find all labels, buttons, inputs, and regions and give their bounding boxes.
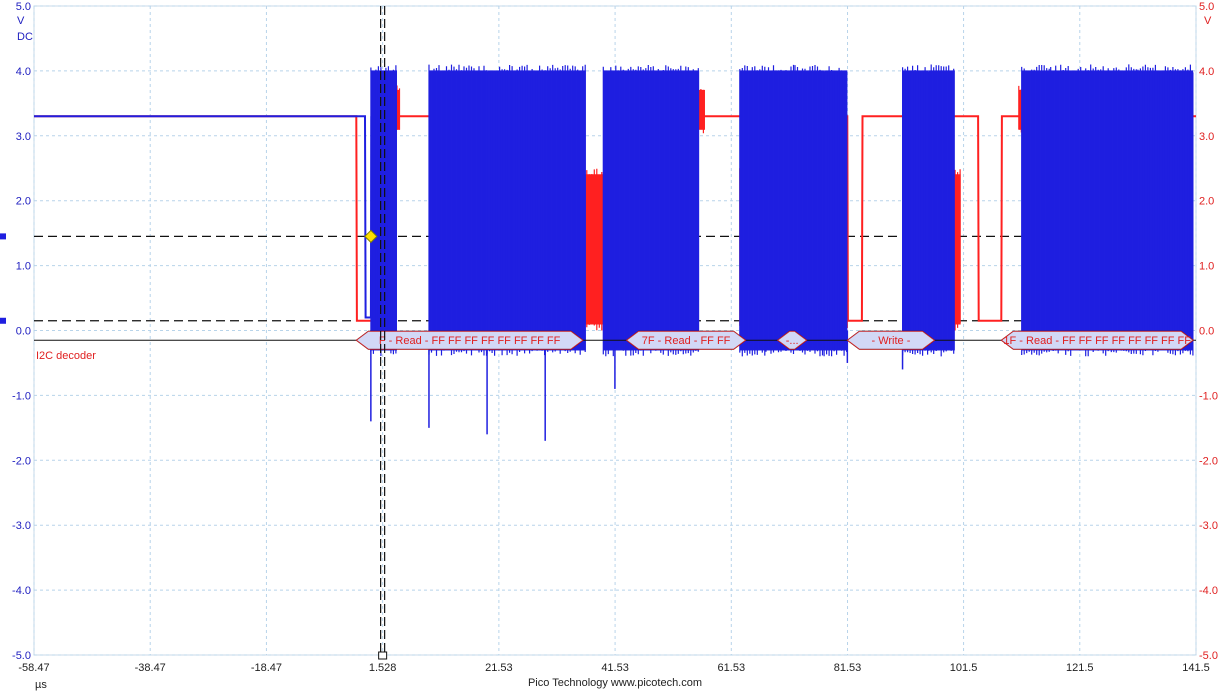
y-tick-label-left: -4.0 [12,585,31,597]
burst-block [487,70,545,350]
y-tick-label-left: -2.0 [12,455,31,467]
x-unit-label: µs [35,679,47,691]
y-tick-label-right: -3.0 [1199,520,1218,532]
x-tick-label: 61.53 [718,662,746,674]
x-tick-label: 141.5 [1182,662,1210,674]
y-tick-label-right: -5.0 [1199,650,1218,662]
right-unit-v: V [1204,15,1212,27]
y-tick-label-left: -1.0 [12,390,31,402]
x-tick-label: -18.47 [251,662,282,674]
y-tick-label-right: 2.0 [1199,196,1214,208]
series-trace [34,116,371,317]
x-tick-label: -38.47 [135,662,166,674]
y-tick-label-right: -2.0 [1199,455,1218,467]
y-tick-label-right: 1.0 [1199,261,1214,273]
y-tick-label-left: 0.0 [16,326,31,338]
y-tick-label-left: 3.0 [16,131,31,143]
y-tick-label-left: -5.0 [12,650,31,662]
burst-block [429,70,487,350]
cursor-handle [379,652,387,659]
x-tick-label: 21.53 [485,662,513,674]
left-unit-dc: DC [17,31,33,43]
x-tick-label: 1.528 [369,662,397,674]
decoder-label: I2C decoder [36,350,96,362]
y-tick-label-right: 0.0 [1199,326,1214,338]
x-tick-label: 41.53 [601,662,629,674]
threshold-handle [0,318,6,324]
x-tick-label: -58.47 [18,662,49,674]
left-unit-v: V [17,15,25,27]
y-tick-label-right: 5.0 [1199,1,1214,13]
y-tick-label-left: 5.0 [16,1,31,13]
y-tick-label-left: 4.0 [16,66,31,78]
decoder-packet-text: 7F - Read - FF FF [642,335,731,347]
decoder-packet-text: - Write - [871,335,910,347]
y-tick-label-right: -1.0 [1199,390,1218,402]
y-tick-label-left: 1.0 [16,261,31,273]
footer-credit: Pico Technology www.picotech.com [528,677,702,689]
y-tick-label-left: -3.0 [12,520,31,532]
y-tick-label-right: 4.0 [1199,66,1214,78]
x-tick-label: 81.53 [834,662,862,674]
threshold-handle [0,233,6,239]
x-tick-label: 101.5 [950,662,978,674]
y-tick-label-left: 2.0 [16,196,31,208]
decoder-packet-text: 1F - Read - FF FF FF FF FF FF FF FF [1003,335,1191,347]
y-tick-label-right: 3.0 [1199,131,1214,143]
decoder-packet-text: -... [786,335,799,347]
decoder-packet-text: F - Read - FF FF FF FF FF FF FF FF [379,335,561,347]
x-tick-label: 121.5 [1066,662,1094,674]
y-tick-label-right: -4.0 [1199,585,1218,597]
